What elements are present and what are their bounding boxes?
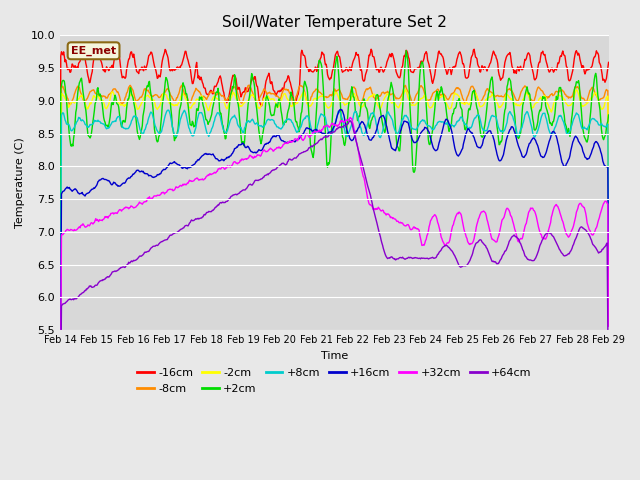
+64cm: [422, 255, 430, 261]
+16cm: [248, 149, 256, 155]
-8cm: [605, 238, 612, 244]
X-axis label: Time: Time: [321, 350, 348, 360]
+64cm: [248, 182, 256, 188]
+16cm: [120, 180, 128, 186]
+64cm: [346, 118, 354, 124]
-2cm: [221, 103, 229, 108]
+64cm: [269, 167, 277, 173]
+8cm: [222, 130, 230, 136]
-8cm: [56, 389, 64, 395]
-16cm: [248, 74, 256, 80]
-2cm: [402, 87, 410, 93]
+16cm: [605, 294, 612, 300]
+16cm: [269, 133, 277, 139]
-8cm: [392, 95, 399, 100]
Y-axis label: Temperature (C): Temperature (C): [15, 137, 25, 228]
+16cm: [56, 440, 64, 446]
-2cm: [248, 92, 256, 97]
+32cm: [120, 205, 128, 211]
+32cm: [392, 216, 399, 222]
+64cm: [120, 264, 128, 270]
+32cm: [221, 166, 229, 172]
Title: Soil/Water Temperature Set 2: Soil/Water Temperature Set 2: [222, 15, 447, 30]
+8cm: [605, 262, 612, 267]
-2cm: [120, 104, 128, 109]
-2cm: [391, 100, 399, 106]
+64cm: [56, 457, 64, 463]
Line: -2cm: -2cm: [60, 90, 609, 393]
-16cm: [392, 65, 399, 71]
+8cm: [250, 118, 257, 123]
Line: +64cm: +64cm: [60, 121, 609, 460]
Legend: -16cm, -8cm, -2cm, +2cm, +8cm, +16cm, +32cm, +64cm: -16cm, -8cm, -2cm, +2cm, +8cm, +16cm, +3…: [132, 364, 536, 398]
+8cm: [392, 128, 399, 134]
+16cm: [422, 125, 430, 131]
-16cm: [367, 47, 375, 52]
-16cm: [422, 49, 430, 55]
-16cm: [221, 97, 229, 103]
-16cm: [56, 372, 64, 378]
-2cm: [269, 96, 277, 102]
+32cm: [605, 324, 612, 329]
-8cm: [270, 91, 278, 96]
-8cm: [120, 97, 128, 103]
+2cm: [269, 112, 277, 118]
+16cm: [337, 107, 344, 112]
+16cm: [392, 148, 399, 154]
+2cm: [403, 48, 410, 53]
+2cm: [221, 136, 229, 142]
+64cm: [221, 200, 229, 205]
+64cm: [392, 257, 399, 263]
-8cm: [422, 97, 430, 103]
+2cm: [605, 112, 612, 118]
+2cm: [248, 74, 256, 80]
+2cm: [391, 112, 399, 118]
-2cm: [422, 95, 430, 100]
+8cm: [422, 121, 430, 127]
+8cm: [120, 126, 128, 132]
+32cm: [422, 237, 430, 242]
+32cm: [346, 115, 354, 120]
Line: -8cm: -8cm: [60, 85, 609, 392]
-8cm: [178, 83, 186, 88]
Line: +8cm: +8cm: [60, 110, 609, 405]
Text: EE_met: EE_met: [71, 46, 116, 56]
-16cm: [269, 87, 277, 93]
+32cm: [248, 154, 256, 160]
-16cm: [605, 60, 612, 65]
-8cm: [250, 91, 257, 97]
-2cm: [605, 241, 612, 247]
+8cm: [164, 107, 172, 113]
Line: +2cm: +2cm: [60, 50, 609, 389]
Line: +32cm: +32cm: [60, 118, 609, 463]
-16cm: [120, 75, 128, 81]
+64cm: [605, 418, 612, 423]
+2cm: [120, 119, 128, 125]
+16cm: [221, 156, 229, 162]
Line: +16cm: +16cm: [60, 109, 609, 443]
+2cm: [422, 102, 430, 108]
-2cm: [56, 390, 64, 396]
Line: -16cm: -16cm: [60, 49, 609, 375]
+8cm: [270, 118, 278, 123]
+32cm: [56, 460, 64, 466]
-8cm: [222, 97, 230, 103]
+2cm: [56, 386, 64, 392]
+32cm: [269, 148, 277, 154]
+8cm: [56, 402, 64, 408]
